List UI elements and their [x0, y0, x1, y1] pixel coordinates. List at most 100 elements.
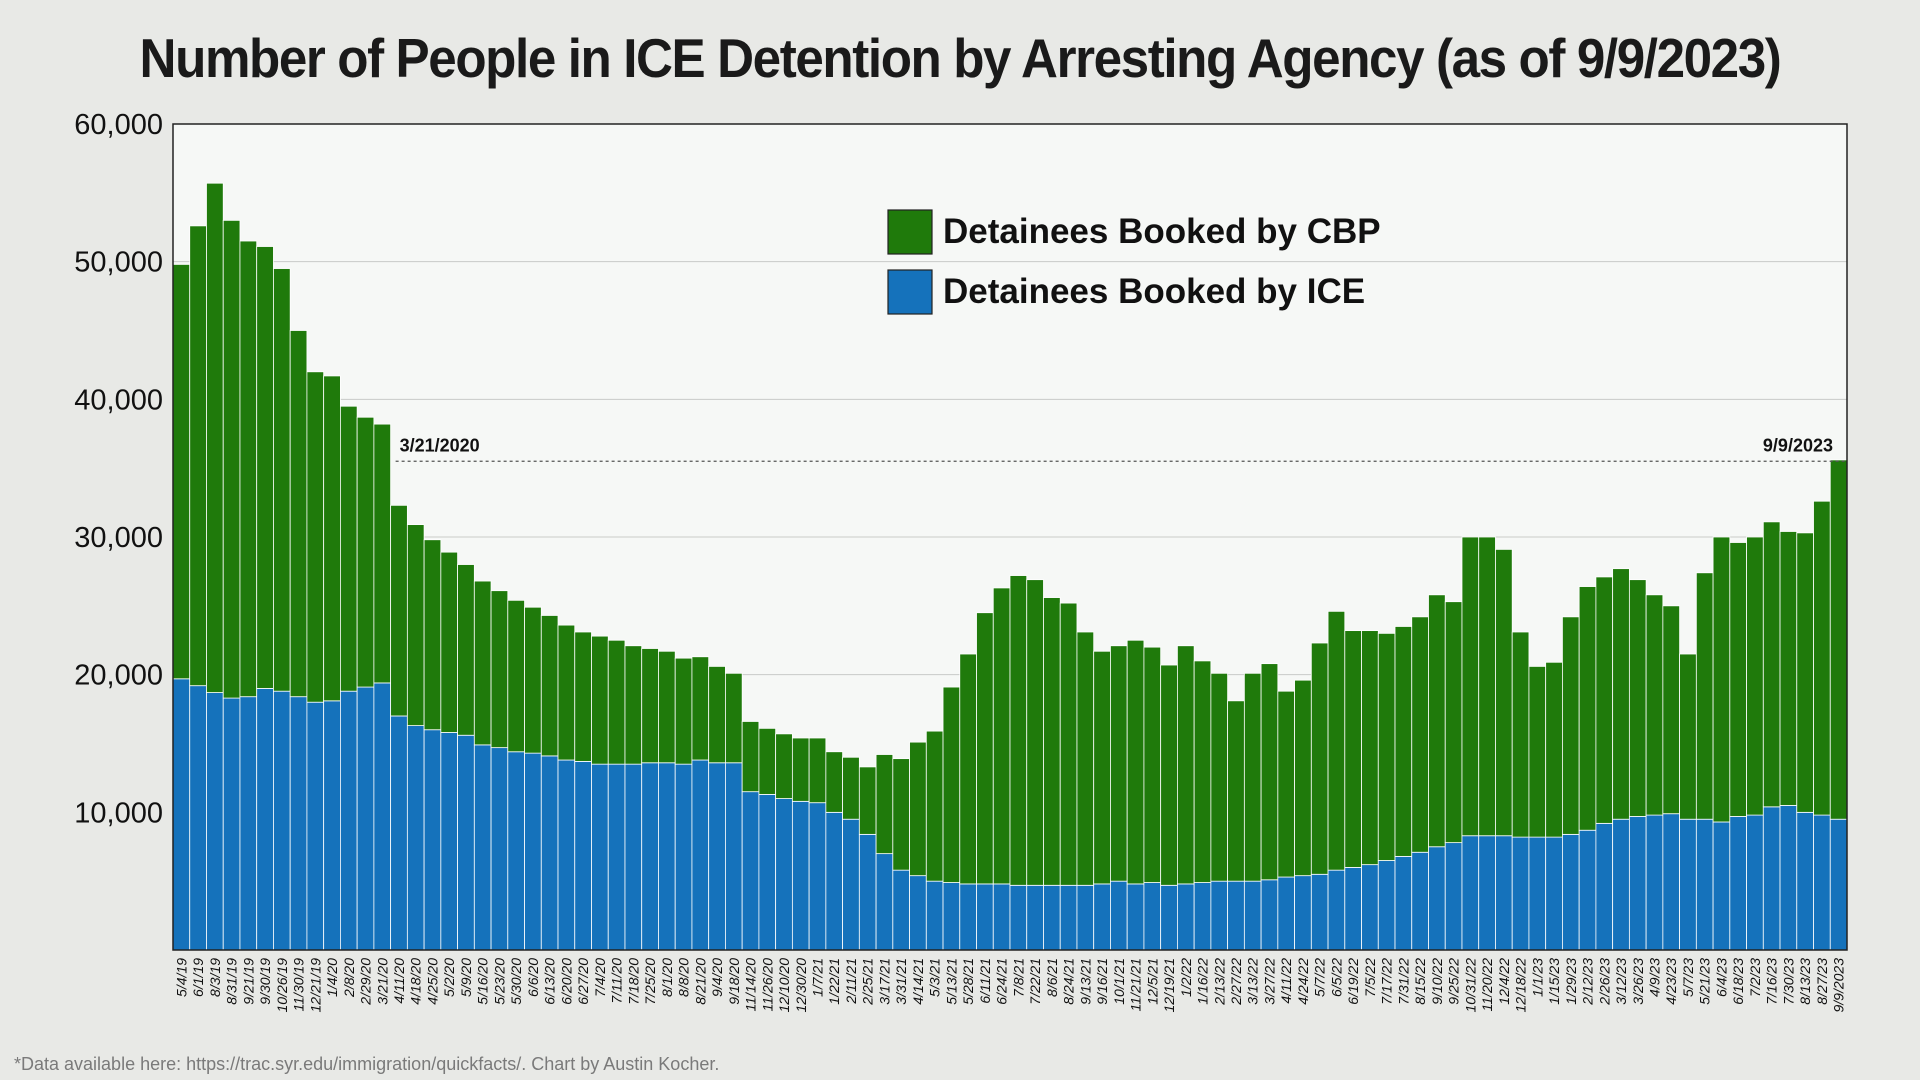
bar-cbp — [1662, 605, 1680, 815]
bar-ice — [1645, 814, 1664, 951]
bar-ice — [1746, 814, 1764, 951]
x-tick-label: 9/21/19 — [240, 958, 256, 1005]
x-tick-label: 3/21/20 — [374, 958, 390, 1005]
bar-cbp — [825, 751, 843, 813]
x-tick-label: 7/5/22 — [1362, 958, 1378, 997]
bar-cbp — [189, 225, 207, 687]
bar-ice — [1528, 836, 1547, 951]
bar-cbp — [1394, 626, 1413, 857]
x-tick-label: 5/7/23 — [1680, 958, 1696, 997]
bar-cbp — [273, 268, 291, 692]
x-tick-label: 5/13/21 — [943, 958, 959, 1005]
x-tick-label: 4/25/20 — [424, 958, 440, 1005]
x-tick-label: 8/31/19 — [224, 958, 240, 1005]
bar-cbp — [992, 587, 1011, 885]
bar-ice — [1428, 846, 1446, 951]
bar-cbp — [1227, 700, 1245, 882]
bar-ice — [524, 752, 542, 951]
x-tick-label: 6/20/20 — [558, 958, 574, 1005]
x-tick-label: 1/1/23 — [1529, 958, 1545, 997]
bar-ice — [858, 833, 877, 951]
x-tick-label: 6/6/20 — [525, 958, 541, 997]
x-tick-label: 4/18/20 — [408, 958, 424, 1005]
x-tick-label: 5/3/21 — [927, 958, 943, 997]
bar-ice — [1662, 813, 1680, 951]
bar-ice — [239, 696, 258, 951]
bar-cbp — [791, 737, 810, 802]
bar-cbp — [172, 264, 191, 680]
bar-cbp — [1612, 568, 1630, 820]
x-tick-label: 7/4/20 — [592, 958, 608, 997]
x-tick-label: 10/1/21 — [1111, 958, 1127, 1005]
x-tick-label: 4/11/20 — [391, 958, 407, 1004]
x-tick-label: 10/26/19 — [274, 958, 290, 1013]
x-tick-label: 1/29/23 — [1563, 958, 1579, 1005]
bar-ice — [1495, 835, 1513, 951]
x-tick-label: 5/9/20 — [458, 958, 474, 997]
bar-cbp — [1796, 532, 1814, 813]
x-tick-label: 11/30/19 — [291, 958, 307, 1012]
bar-cbp — [725, 672, 743, 764]
bar-ice — [1595, 822, 1614, 951]
x-tick-label: 11/21/21 — [1128, 958, 1144, 1011]
bar-ice — [390, 715, 408, 951]
bar-ice — [356, 686, 375, 951]
bar-ice — [992, 883, 1011, 951]
bar-cbp — [858, 766, 877, 835]
x-tick-label: 12/19/21 — [1161, 958, 1177, 1013]
bar-ice — [1243, 880, 1262, 951]
bar-ice — [423, 729, 442, 951]
x-tick-label: 9/30/19 — [257, 958, 273, 1005]
bar-cbp — [1562, 616, 1580, 835]
x-tick-label: 7/17/22 — [1379, 958, 1395, 1005]
bar-cbp — [909, 741, 927, 877]
x-tick-label: 5/16/20 — [475, 958, 491, 1005]
bar-cbp — [339, 405, 358, 692]
bar-ice — [1344, 867, 1362, 951]
bar-ice — [256, 688, 274, 951]
bar-cbp — [222, 219, 241, 699]
x-tick-label: 9/18/20 — [726, 958, 742, 1005]
bar-cbp — [976, 612, 994, 885]
bar-cbp — [1411, 616, 1429, 853]
bar-cbp — [925, 730, 944, 882]
bar-ice — [574, 760, 592, 951]
reference-label-left: 3/21/2020 — [400, 435, 480, 455]
bar-cbp — [875, 754, 894, 855]
bar-cbp — [624, 645, 643, 765]
bar-ice — [1210, 880, 1229, 951]
bar-cbp — [306, 371, 325, 703]
x-tick-label: 7/2/23 — [1747, 958, 1763, 997]
x-tick-label: 8/1/20 — [659, 958, 675, 997]
x-tick-label: 4/24/22 — [1295, 958, 1311, 1005]
bar-ice — [1310, 873, 1329, 951]
bar-cbp — [1193, 660, 1212, 883]
x-tick-label: 7/31/22 — [1395, 958, 1411, 1005]
bar-ice — [273, 690, 291, 951]
bar-ice — [775, 798, 793, 951]
x-tick-label: 12/21/19 — [307, 958, 323, 1013]
y-axis-ticks: 10,000 20,000 30,000 40,000 50,000 60,000 — [74, 109, 163, 829]
bar-cbp — [708, 666, 726, 764]
bar-ice — [1143, 882, 1162, 951]
bar-ice — [1612, 818, 1630, 951]
bar-cbp — [658, 650, 676, 764]
bar-ice — [909, 875, 927, 951]
bar-cbp — [607, 639, 626, 765]
plot-frame — [172, 123, 1848, 951]
bar-cbp — [1461, 536, 1480, 837]
x-tick-label: 7/16/23 — [1764, 958, 1780, 1005]
x-tick-label: 5/4/19 — [173, 958, 189, 997]
bar-cbp — [490, 590, 509, 749]
x-tick-label: 6/27/20 — [575, 958, 591, 1005]
bar-ice — [1361, 864, 1379, 951]
y-tick-label: 10,000 — [74, 797, 163, 829]
bar-cbp — [1277, 690, 1295, 878]
x-tick-label: 9/10/22 — [1429, 958, 1445, 1005]
bar-ice — [557, 759, 576, 951]
bar-ice — [875, 853, 894, 951]
bar-ice — [1813, 814, 1831, 951]
bar-ice — [289, 696, 308, 951]
bar-ice — [691, 759, 710, 951]
x-tick-label: 7/30/23 — [1780, 958, 1796, 1005]
